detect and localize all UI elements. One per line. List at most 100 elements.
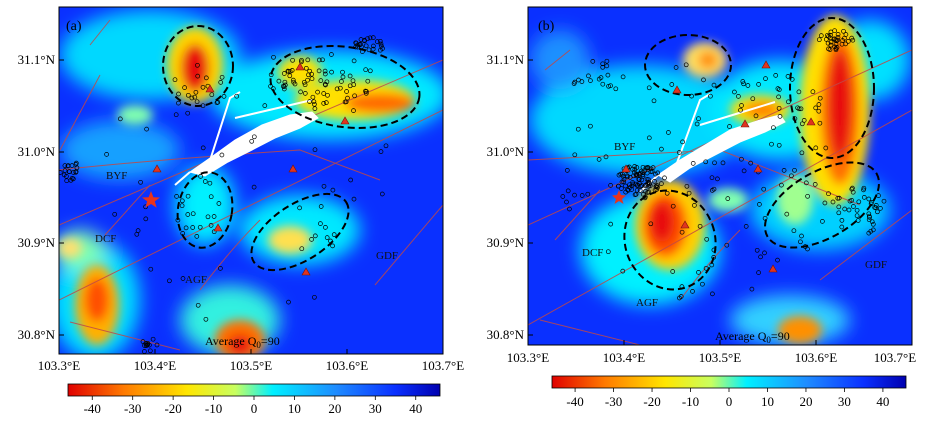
panel-b: BYF DCF AGF GDF (b) Average Q0=90 103.3°… (487, 6, 916, 409)
event-marker (741, 168, 747, 174)
event-marker (750, 96, 756, 102)
event-marker (630, 180, 635, 185)
event-marker (330, 187, 336, 193)
event-marker (305, 57, 311, 63)
event-marker (276, 78, 282, 84)
panel-b-x-tick: 103.7°E (874, 350, 916, 365)
event-marker (732, 89, 737, 95)
event-marker (677, 295, 682, 301)
event-marker (753, 113, 759, 119)
event-marker (605, 249, 611, 255)
event-marker (642, 168, 648, 174)
event-marker (203, 75, 209, 81)
event-marker (854, 207, 860, 213)
event-marker (703, 159, 709, 165)
panel-a-y-tick: 31.0°N (18, 144, 56, 159)
event-marker (185, 110, 191, 116)
event-marker (619, 186, 624, 191)
event-marker (869, 219, 875, 225)
event-marker (615, 183, 621, 189)
event-marker (756, 270, 761, 275)
event-marker (776, 142, 782, 148)
event-marker (285, 68, 291, 74)
colorbar-tick-label: 0 (726, 394, 733, 409)
event-marker (692, 203, 697, 208)
event-marker (195, 62, 200, 68)
event-marker (185, 92, 191, 98)
event-marker (861, 195, 867, 200)
event-marker (799, 233, 804, 239)
event-marker (344, 89, 349, 94)
panel-a-average: Average Q0=90 (205, 334, 280, 350)
panel-a-heatmap: BYF DCF AGF GDF (a) Average Q0=90 (59, 7, 443, 354)
event-marker (849, 186, 855, 192)
event-marker (810, 89, 816, 95)
event-marker (835, 195, 841, 201)
event-marker (290, 57, 295, 63)
event-marker (596, 157, 602, 162)
event-marker (322, 68, 328, 74)
panel-b-colorbar (551, 375, 907, 389)
event-marker (572, 79, 578, 85)
event-marker (869, 200, 874, 205)
event-marker (605, 72, 611, 78)
event-marker (282, 79, 288, 85)
event-marker (608, 221, 614, 227)
event-marker (776, 87, 782, 92)
event-marker (846, 207, 852, 213)
event-marker (748, 160, 754, 166)
event-marker (371, 43, 376, 49)
event-marker (145, 340, 151, 346)
event-marker (801, 118, 807, 123)
event-marker (312, 101, 317, 107)
event-marker (66, 169, 72, 175)
fault-label-gdf: GDF (865, 259, 887, 271)
event-marker (600, 81, 606, 87)
event-marker (112, 211, 118, 217)
event-marker (586, 73, 591, 79)
event-marker (312, 233, 318, 239)
event-marker (836, 210, 842, 216)
event-marker (383, 143, 389, 149)
event-marker (195, 302, 201, 308)
event-marker (216, 201, 222, 206)
event-marker (816, 102, 822, 107)
panel-b-y-tick: 31.0°N (487, 144, 525, 159)
event-marker (784, 211, 790, 217)
event-marker (849, 35, 855, 41)
event-marker (836, 204, 842, 210)
event-marker (632, 170, 637, 175)
event-marker (218, 80, 224, 85)
event-marker (724, 242, 730, 248)
panel-b-stations (621, 60, 816, 273)
event-marker (342, 99, 348, 105)
event-marker (588, 78, 593, 83)
event-marker (843, 41, 848, 47)
event-marker (197, 224, 203, 230)
event-marker (708, 93, 713, 99)
panel-b-y-tick: 31.1°N (487, 52, 525, 67)
event-marker (608, 183, 613, 188)
event-marker (850, 189, 856, 195)
event-marker (351, 58, 357, 64)
event-marker (775, 257, 780, 263)
colorbar-tick-label: -20 (643, 394, 660, 409)
event-marker (816, 37, 822, 43)
panel-a-x-tick: 103.5°E (230, 358, 272, 373)
event-marker (851, 204, 856, 209)
event-marker (322, 71, 328, 77)
event-marker (364, 89, 369, 94)
event-marker (799, 121, 805, 127)
event-marker (866, 211, 872, 217)
event-marker (834, 45, 840, 50)
event-marker (138, 179, 143, 185)
event-marker (849, 198, 855, 203)
event-marker (316, 57, 322, 63)
panel-a-events (59, 35, 389, 354)
event-marker (218, 266, 223, 271)
event-marker (826, 46, 831, 52)
event-marker (683, 62, 689, 68)
panel-b-anomaly-outlines (623, 17, 880, 291)
event-marker (830, 199, 836, 205)
event-marker (763, 76, 768, 81)
